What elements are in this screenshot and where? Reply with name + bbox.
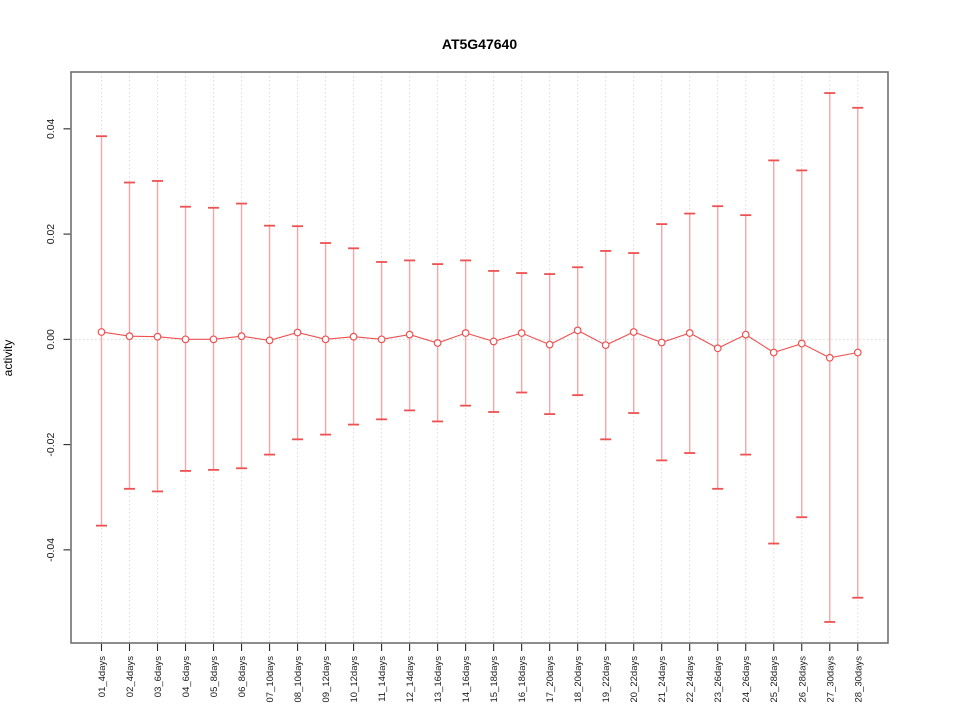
data-point-marker	[433, 339, 442, 347]
error-bars-group	[96, 92, 864, 623]
data-point-marker	[629, 328, 638, 336]
x-tick-label: 27_30days	[825, 656, 836, 703]
y-axis-labels: -0.04 -0.02 0.00 0.02 0.04	[45, 118, 57, 561]
data-point-marker	[601, 341, 610, 350]
x-tick-label: 02_4days	[125, 656, 136, 697]
data-points-group	[97, 326, 862, 362]
data-point-marker	[741, 330, 750, 339]
x-tick-label: 18_20days	[573, 656, 584, 703]
data-point-marker	[209, 335, 218, 344]
y-tick-label: -0.04	[45, 538, 57, 562]
y-tick-label: 0.02	[45, 224, 57, 245]
series-line	[101, 329, 858, 359]
data-point-marker	[489, 337, 498, 346]
x-tick-label: 12_14days	[405, 656, 416, 703]
x-tick-label: 14_16days	[461, 656, 472, 703]
data-point-marker	[265, 336, 274, 345]
gridlines-group	[101, 72, 859, 643]
data-point-marker	[713, 344, 722, 353]
x-tick-label: 11_14days	[377, 656, 388, 702]
y-axis-ticks	[63, 128, 71, 551]
x-tick-label: 17_20days	[545, 656, 556, 703]
data-point-marker	[125, 332, 134, 341]
x-tick-label: 19_22days	[601, 656, 612, 703]
data-point-marker	[573, 326, 582, 335]
y-tick-label: -0.02	[45, 432, 57, 456]
x-axis-labels: 01_4days 02_4days 03_6days 04_6days 05_8days…	[97, 656, 864, 703]
x-tick-label: 03_6days	[153, 656, 164, 697]
data-point-marker	[377, 335, 386, 344]
x-tick-label: 23_26days	[713, 656, 724, 703]
x-tick-label: 01_4days	[97, 656, 108, 697]
x-tick-label: 04_6days	[181, 656, 192, 697]
chart-title: AT5G47640	[441, 36, 518, 52]
data-point-marker	[769, 348, 778, 357]
data-point-marker	[153, 332, 162, 341]
x-tick-label: 08_10days	[293, 656, 304, 703]
data-point-marker	[321, 335, 330, 344]
data-point-marker	[797, 339, 806, 348]
x-tick-label: 16_18days	[517, 656, 528, 703]
data-point-marker	[657, 338, 666, 347]
x-tick-label: 25_28days	[769, 656, 780, 703]
data-point-marker	[853, 348, 862, 357]
x-tick-label: 13_16days	[433, 656, 444, 703]
data-point-marker	[461, 329, 470, 337]
data-point-marker	[545, 340, 554, 349]
x-tick-label: 05_8days	[209, 656, 220, 697]
data-point-marker	[237, 332, 246, 341]
x-tick-label: 10_12days	[349, 656, 360, 703]
x-tick-label: 21_24days	[657, 656, 668, 703]
data-point-marker	[181, 335, 190, 344]
x-tick-label: 06_8days	[237, 656, 248, 697]
x-tick-label: 07_10days	[265, 656, 276, 703]
data-point-marker	[349, 332, 358, 341]
data-point-marker	[517, 329, 526, 337]
data-point-marker	[825, 353, 834, 362]
x-tick-label: 20_22days	[629, 656, 640, 703]
y-tick-label: 0.00	[45, 329, 57, 350]
x-tick-label: 28_30days	[853, 656, 864, 703]
data-point-marker	[405, 330, 414, 339]
x-tick-label: 26_28days	[797, 656, 808, 703]
data-point-marker	[685, 329, 694, 337]
x-tick-label: 09_12days	[321, 656, 332, 703]
y-tick-label: 0.04	[45, 118, 57, 139]
x-axis-ticks	[100, 643, 859, 651]
data-point-marker	[293, 328, 302, 337]
x-tick-label: 22_24days	[685, 656, 696, 703]
plot-box	[70, 71, 889, 644]
x-tick-label: 15_18days	[489, 656, 500, 703]
x-tick-label: 24_26days	[741, 656, 752, 703]
data-point-marker	[97, 328, 106, 336]
